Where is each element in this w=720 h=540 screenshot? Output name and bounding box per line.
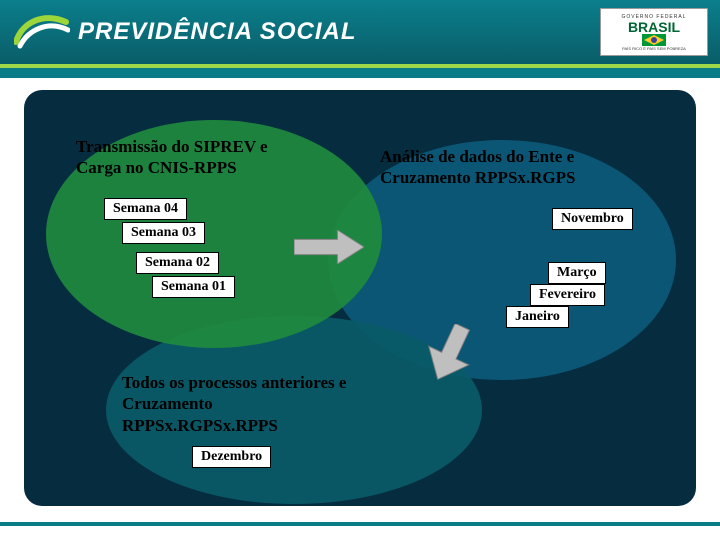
diagram-stage: Transmissão do SIPREV eCarga no CNIS-RPP… [24, 90, 696, 506]
label-dezembro: Dezembro [192, 446, 271, 468]
label-semana-3: Semana 03 [122, 222, 205, 244]
label-semana-1: Semana 01 [152, 276, 235, 298]
title-bottom: Todos os processos anteriores eCruzament… [122, 372, 346, 436]
label-right-1: Março [548, 262, 606, 284]
arrow-down-icon [428, 324, 472, 382]
title-left: Transmissão do SIPREV eCarga no CNIS-RPP… [76, 136, 268, 179]
label-semana-4: Semana 04 [104, 198, 187, 220]
badge-main: BRASIL [628, 20, 680, 34]
label-right-2: Fevereiro [530, 284, 605, 306]
title-right: Análise de dados do Ente eCruzamento RPP… [380, 146, 575, 189]
label-semana-2: Semana 02 [136, 252, 219, 274]
brasil-flag-icon [642, 34, 666, 46]
footer-line [0, 522, 720, 526]
logo-icon [14, 8, 70, 50]
label-right-3: Janeiro [506, 306, 569, 328]
badge-sub: PAÍS RICO É PAÍS SEM POBREZA [622, 46, 686, 51]
brasil-badge: GOVERNO FEDERAL BRASIL PAÍS RICO É PAÍS … [600, 8, 708, 56]
arrow-right-icon [294, 230, 364, 264]
header-title: PREVIDÊNCIA SOCIAL [78, 18, 356, 46]
header-bar: PREVIDÊNCIA SOCIAL GOVERNO FEDERAL BRASI… [0, 0, 720, 68]
teal-bar [0, 68, 720, 78]
label-right-0: Novembro [552, 208, 633, 230]
